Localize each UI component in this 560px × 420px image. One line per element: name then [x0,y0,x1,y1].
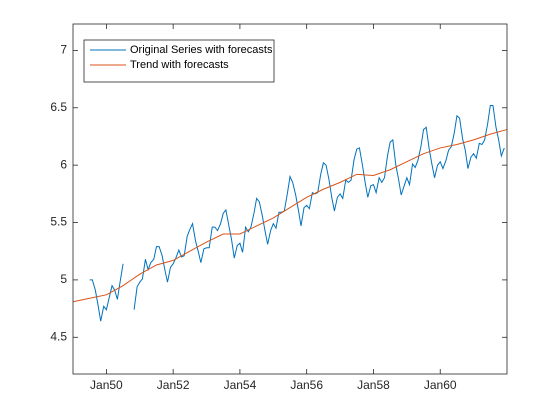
series-line [89,104,505,322]
x-tick-label: Jan56 [290,378,323,392]
y-tick-label: 5.5 [50,215,67,229]
y-tick-label: 6.5 [50,100,67,114]
axes-box [72,23,508,375]
y-tick-label: 4.5 [50,329,67,343]
legend-label: Trend with forecasts [130,59,229,71]
y-tick-label: 5 [60,272,67,286]
x-tick-label: Jan60 [424,378,457,392]
x-tick-label: Jan52 [157,378,190,392]
series-line [72,129,508,303]
y-tick-label: 6 [60,157,67,171]
x-tick-label: Jan58 [357,378,390,392]
legend-label: Original Series with forecasts [130,44,273,56]
x-tick-label: Jan50 [90,378,123,392]
x-tick-label: Jan54 [224,378,257,392]
y-tick-label: 7 [60,43,67,57]
legend-box [83,39,275,83]
legend: Original Series with forecasts Trend with… [83,39,275,83]
